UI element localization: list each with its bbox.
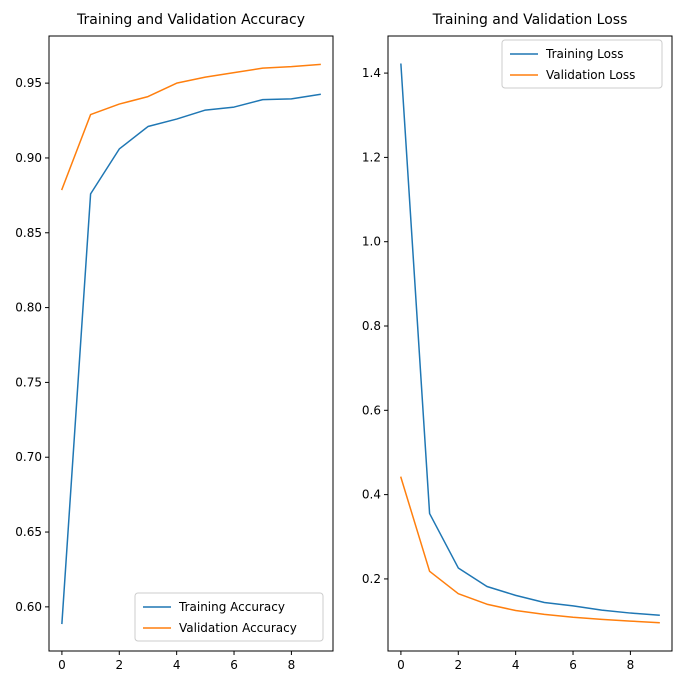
- series-line-training: [61, 93, 321, 625]
- x-tick-label: 2: [454, 658, 462, 672]
- y-tick-label: 1.2: [362, 150, 381, 164]
- x-tick-label: 6: [569, 658, 577, 672]
- y-tick-label: 0.75: [15, 375, 42, 389]
- series-line-validation: [60, 63, 321, 191]
- chart-title: Training and Validation Accuracy: [76, 12, 305, 28]
- legend-box: [134, 592, 324, 642]
- y-tick-label: 0.65: [15, 525, 42, 539]
- x-tick-label: 8: [627, 658, 635, 672]
- y-tick-label: 0.6: [362, 403, 381, 417]
- y-tick-label: 1.4: [362, 66, 381, 80]
- x-tick-label: 4: [173, 658, 181, 672]
- y-tick-label: 0.2: [362, 572, 381, 586]
- series-line-validation: [399, 476, 660, 624]
- y-tick-label: 1.0: [362, 235, 381, 249]
- y-tick-label: 0.80: [15, 301, 42, 315]
- legend-box: [501, 39, 663, 89]
- y-tick-label: 0.90: [15, 151, 42, 165]
- plot-area: [48, 35, 334, 652]
- x-tick-label: 6: [230, 658, 238, 672]
- x-tick-label: 8: [288, 658, 296, 672]
- y-tick-label: 0.8: [362, 319, 381, 333]
- loss-chart: Training and Validation Loss 0 2 4 6 8 0.2 0.4…: [362, 12, 673, 672]
- legend: Training Accuracy Validation Accuracy: [134, 592, 324, 642]
- legend-label: Validation Accuracy: [179, 621, 297, 635]
- y-tick-label: 0.4: [362, 488, 381, 502]
- accuracy-chart: Training and Validation Accuracy 0 2 4 6 8 0.…: [15, 12, 334, 672]
- y-tick-label: 0.95: [15, 76, 42, 90]
- plot-area: [387, 35, 673, 652]
- legend: Training Loss Validation Loss: [501, 39, 663, 89]
- x-tick-label: 0: [58, 658, 66, 672]
- series-line-training: [400, 63, 660, 616]
- x-tick-label: 2: [115, 658, 123, 672]
- y-tick-label: 0.70: [15, 450, 42, 464]
- x-tick-label: 0: [397, 658, 405, 672]
- y-tick-label: 0.60: [15, 600, 42, 614]
- chart-title: Training and Validation Loss: [432, 12, 628, 28]
- y-tick-label: 0.85: [15, 226, 42, 240]
- legend-label: Validation Loss: [546, 68, 635, 82]
- legend-label: Training Accuracy: [178, 600, 285, 614]
- legend-label: Training Loss: [545, 47, 623, 61]
- x-tick-label: 4: [512, 658, 520, 672]
